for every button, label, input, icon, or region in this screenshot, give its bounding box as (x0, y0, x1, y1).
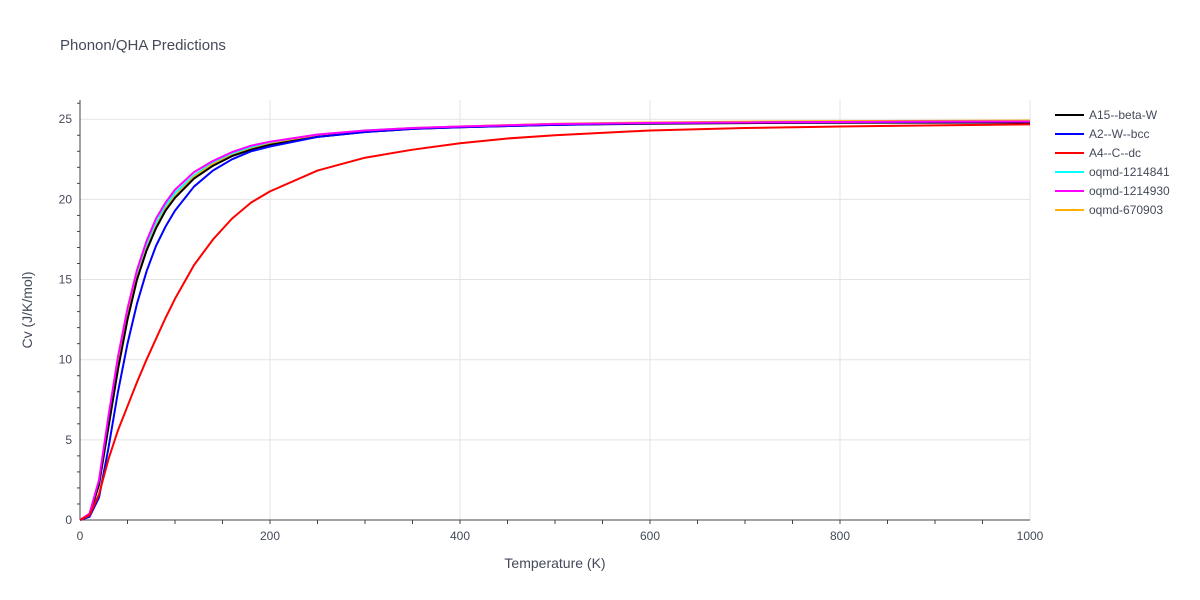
y-axis-title: Cv (J/K/mol) (19, 272, 35, 349)
series-line-A4--C--dc (79, 123, 1031, 521)
y-tick-label: 10 (59, 353, 73, 367)
y-tick-label: 15 (59, 273, 73, 287)
tick-labels: 0 200 400 600 800 1000 0 5 10 15 20 25 (59, 112, 1044, 543)
legend-label: oqmd-1214841 (1089, 165, 1170, 179)
x-axis-title: Temperature (K) (504, 555, 605, 571)
series-line-oqmd-670903 (79, 119, 1031, 521)
x-tick-label: 400 (450, 529, 470, 543)
x-tick-label: 200 (260, 529, 280, 543)
legend-label: A4--C--dc (1089, 146, 1141, 160)
x-tick-label: 600 (640, 529, 660, 543)
series-line-A2--W--bcc (79, 120, 1031, 521)
x-tick-label: 800 (830, 529, 850, 543)
x-tick-label: 1000 (1017, 529, 1044, 543)
y-tick-label: 0 (65, 513, 72, 527)
axes (77, 100, 1030, 524)
legend: A15--beta-W A2--W--bcc A4--C--dc oqmd-12148… (1055, 108, 1170, 217)
legend-label: oqmd-670903 (1089, 203, 1163, 217)
grid (80, 100, 1031, 520)
chart-title: Phonon/QHA Predictions (60, 37, 226, 54)
series-line-oqmd-1214930 (79, 120, 1031, 521)
series-line-oqmd-1214841 (79, 120, 1031, 521)
legend-label: A2--W--bcc (1089, 127, 1149, 141)
legend-label: A15--beta-W (1089, 108, 1158, 122)
series-lines (79, 119, 1031, 521)
x-tick-label: 0 (77, 529, 84, 543)
y-tick-label: 5 (65, 433, 72, 447)
series-line-A15--beta-W (79, 121, 1031, 521)
legend-label: oqmd-1214930 (1089, 184, 1170, 198)
y-tick-label: 25 (59, 112, 73, 126)
y-tick-label: 20 (59, 192, 73, 206)
